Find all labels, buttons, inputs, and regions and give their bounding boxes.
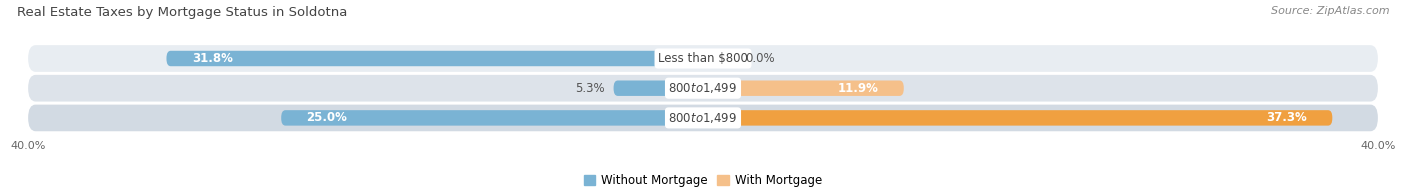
Text: 0.0%: 0.0% — [745, 52, 775, 65]
FancyBboxPatch shape — [703, 81, 904, 96]
FancyBboxPatch shape — [281, 110, 703, 126]
Text: $800 to $1,499: $800 to $1,499 — [668, 81, 738, 95]
Text: 31.8%: 31.8% — [191, 52, 232, 65]
Text: 11.9%: 11.9% — [838, 82, 879, 95]
FancyBboxPatch shape — [166, 51, 703, 66]
Text: 25.0%: 25.0% — [307, 111, 347, 124]
Text: $800 to $1,499: $800 to $1,499 — [668, 111, 738, 125]
Text: Real Estate Taxes by Mortgage Status in Soldotna: Real Estate Taxes by Mortgage Status in … — [17, 6, 347, 19]
FancyBboxPatch shape — [28, 45, 1378, 72]
Text: Less than $800: Less than $800 — [658, 52, 748, 65]
FancyBboxPatch shape — [703, 110, 1333, 126]
Text: Source: ZipAtlas.com: Source: ZipAtlas.com — [1271, 6, 1389, 16]
FancyBboxPatch shape — [28, 75, 1378, 102]
Text: 37.3%: 37.3% — [1267, 111, 1308, 124]
FancyBboxPatch shape — [28, 104, 1378, 131]
FancyBboxPatch shape — [613, 81, 703, 96]
Legend: Without Mortgage, With Mortgage: Without Mortgage, With Mortgage — [579, 170, 827, 192]
Text: 5.3%: 5.3% — [575, 82, 605, 95]
